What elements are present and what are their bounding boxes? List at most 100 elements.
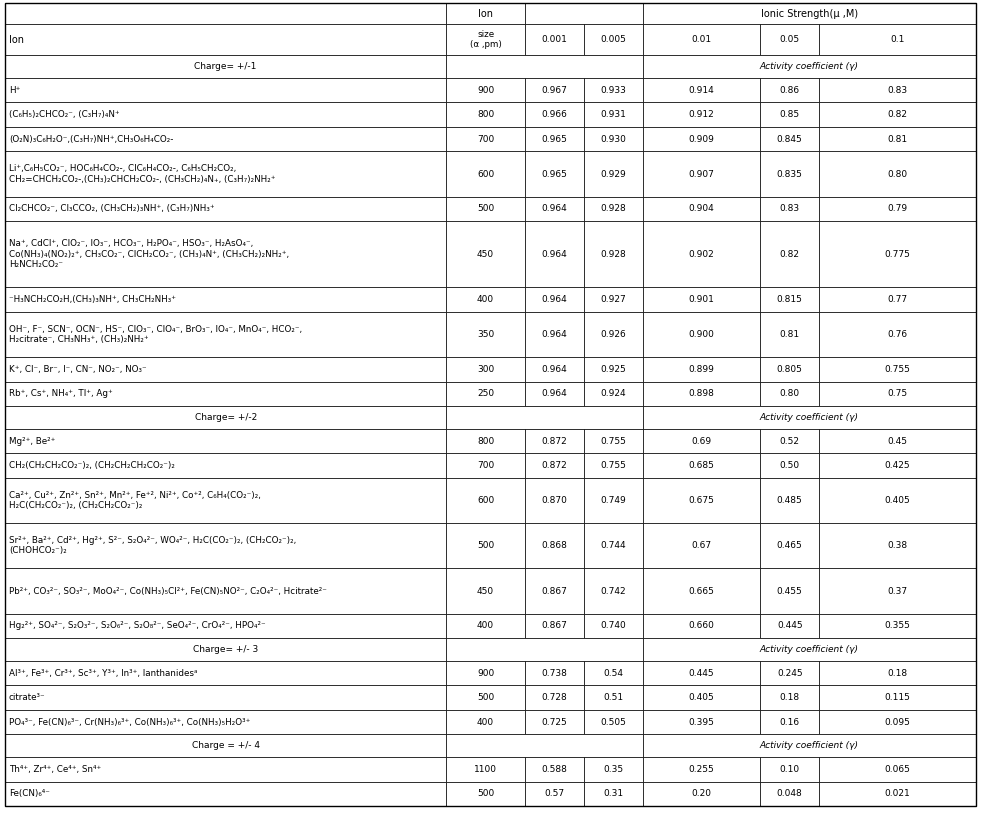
Bar	[446, 523, 525, 569]
Bar	[819, 757, 976, 782]
Text: 0.82: 0.82	[780, 250, 800, 259]
Bar	[525, 614, 584, 638]
Bar	[819, 614, 976, 638]
Bar	[760, 126, 819, 152]
Text: 0.665: 0.665	[689, 587, 714, 596]
Bar	[819, 197, 976, 221]
Bar	[760, 78, 819, 102]
Bar	[584, 685, 643, 710]
Text: 0.964: 0.964	[542, 389, 567, 398]
Bar	[446, 478, 525, 523]
Bar	[446, 197, 525, 221]
Text: 0.775: 0.775	[885, 250, 910, 259]
Bar	[760, 428, 819, 454]
Bar	[446, 126, 525, 152]
Bar	[819, 782, 976, 806]
Bar	[643, 152, 760, 197]
Bar	[584, 78, 643, 102]
Text: 500: 500	[477, 205, 494, 214]
Bar	[525, 152, 584, 197]
Text: 0.872: 0.872	[542, 461, 567, 470]
Bar	[5, 428, 446, 454]
Bar	[643, 3, 976, 24]
Text: Mg²⁺, Be²⁺: Mg²⁺, Be²⁺	[9, 437, 55, 446]
Bar	[819, 24, 976, 55]
Text: Pb²⁺, CO₃²⁻, SO₃²⁻, MoO₄²⁻, Co(NH₃)₅Cl²⁺, Fe(CN)₅NO²⁻, C₂O₄²⁻, Hcitrate²⁻: Pb²⁺, CO₃²⁻, SO₃²⁻, MoO₄²⁻, Co(NH₃)₅Cl²⁺…	[9, 587, 327, 596]
Text: 0.928: 0.928	[600, 205, 626, 214]
Text: 0.675: 0.675	[689, 496, 714, 505]
Text: 0.255: 0.255	[689, 765, 714, 774]
Bar	[525, 710, 584, 734]
Bar	[446, 152, 525, 197]
Text: 0.965: 0.965	[542, 170, 567, 179]
Bar	[760, 152, 819, 197]
Text: 500: 500	[477, 694, 494, 703]
Text: 0.930: 0.930	[600, 135, 626, 144]
Bar	[584, 102, 643, 126]
Bar	[446, 287, 525, 312]
Text: 900: 900	[477, 668, 494, 677]
Bar	[5, 197, 446, 221]
Bar	[819, 478, 976, 523]
Text: 0.455: 0.455	[777, 587, 802, 596]
Text: 0.86: 0.86	[780, 86, 800, 95]
Bar	[584, 478, 643, 523]
Text: Sr²⁺, Ba²⁺, Cd²⁺, Hg²⁺, S²⁻, S₂O₄²⁻, WO₄²⁻, H₂C(CO₂⁻)₂, (CH₂CO₂⁻)₂,
(CHOHCO₂⁻)₂: Sr²⁺, Ba²⁺, Cd²⁺, Hg²⁺, S²⁻, S₂O₄²⁻, WO₄…	[9, 536, 296, 556]
Bar	[5, 102, 446, 126]
Text: 0.755: 0.755	[600, 461, 626, 470]
Text: 0.16: 0.16	[780, 718, 800, 727]
Bar	[584, 614, 643, 638]
Text: 0.18: 0.18	[888, 668, 907, 677]
Bar	[5, 3, 446, 24]
Text: PO₄³⁻, Fe(CN)₆³⁻, Cr(NH₃)₆³⁺, Co(NH₃)₆³⁺, Co(NH₃)₅H₂O³⁺: PO₄³⁻, Fe(CN)₆³⁻, Cr(NH₃)₆³⁺, Co(NH₃)₆³⁺…	[9, 718, 250, 727]
Text: 0.048: 0.048	[777, 789, 802, 798]
Bar	[525, 197, 584, 221]
Bar	[525, 782, 584, 806]
Text: 0.51: 0.51	[603, 694, 623, 703]
Text: 600: 600	[477, 170, 494, 179]
Bar	[446, 55, 643, 78]
Bar	[584, 24, 643, 55]
Text: 0.69: 0.69	[692, 437, 711, 446]
Bar	[525, 3, 643, 24]
Bar	[819, 428, 976, 454]
Text: Fe(CN)₆⁴⁻: Fe(CN)₆⁴⁻	[9, 789, 50, 798]
Text: 1100: 1100	[474, 765, 497, 774]
Bar	[760, 661, 819, 685]
Bar	[819, 287, 976, 312]
Text: 0.867: 0.867	[542, 587, 567, 596]
Text: 0.77: 0.77	[888, 295, 907, 304]
Bar	[5, 221, 446, 287]
Text: OH⁻, F⁻, SCN⁻, OCN⁻, HS⁻, ClO₃⁻, ClO₄⁻, BrO₃⁻, IO₄⁻, MnO₄⁻, HCO₂⁻,
H₂citrate⁻, C: OH⁻, F⁻, SCN⁻, OCN⁻, HS⁻, ClO₃⁻, ClO₄⁻, …	[9, 325, 302, 344]
Bar	[525, 357, 584, 382]
Text: 0.964: 0.964	[542, 250, 567, 259]
Text: 0.75: 0.75	[888, 389, 907, 398]
Text: 0.815: 0.815	[777, 295, 802, 304]
Bar	[446, 428, 525, 454]
Bar	[643, 312, 760, 357]
Text: 0.927: 0.927	[600, 295, 626, 304]
Text: 0.85: 0.85	[780, 110, 800, 119]
Bar	[584, 287, 643, 312]
Text: 0.425: 0.425	[885, 461, 910, 470]
Bar	[525, 569, 584, 614]
Bar	[584, 382, 643, 406]
Text: 0.924: 0.924	[600, 389, 626, 398]
Text: 0.81: 0.81	[888, 135, 907, 144]
Text: 500: 500	[477, 541, 494, 550]
Bar	[525, 478, 584, 523]
Bar	[643, 661, 760, 685]
Bar	[643, 685, 760, 710]
Text: 0.37: 0.37	[888, 587, 907, 596]
Bar	[446, 78, 525, 102]
Text: 900: 900	[477, 86, 494, 95]
Bar	[760, 221, 819, 287]
Text: 400: 400	[477, 295, 494, 304]
Text: 0.964: 0.964	[542, 330, 567, 339]
Text: Ca²⁺, Cu²⁺, Zn²⁺, Sn²⁺, Mn²⁺, Fe⁺², Ni²⁺, Co⁺², C₆H₄(CO₂⁻)₂,
H₂C(CH₂CO₂⁻)₂, (CH₂: Ca²⁺, Cu²⁺, Zn²⁺, Sn²⁺, Mn²⁺, Fe⁺², Ni²⁺…	[9, 490, 261, 510]
Bar	[584, 454, 643, 478]
Bar	[584, 221, 643, 287]
Bar	[760, 24, 819, 55]
Text: 0.929: 0.929	[600, 170, 626, 179]
Text: 0.964: 0.964	[542, 295, 567, 304]
